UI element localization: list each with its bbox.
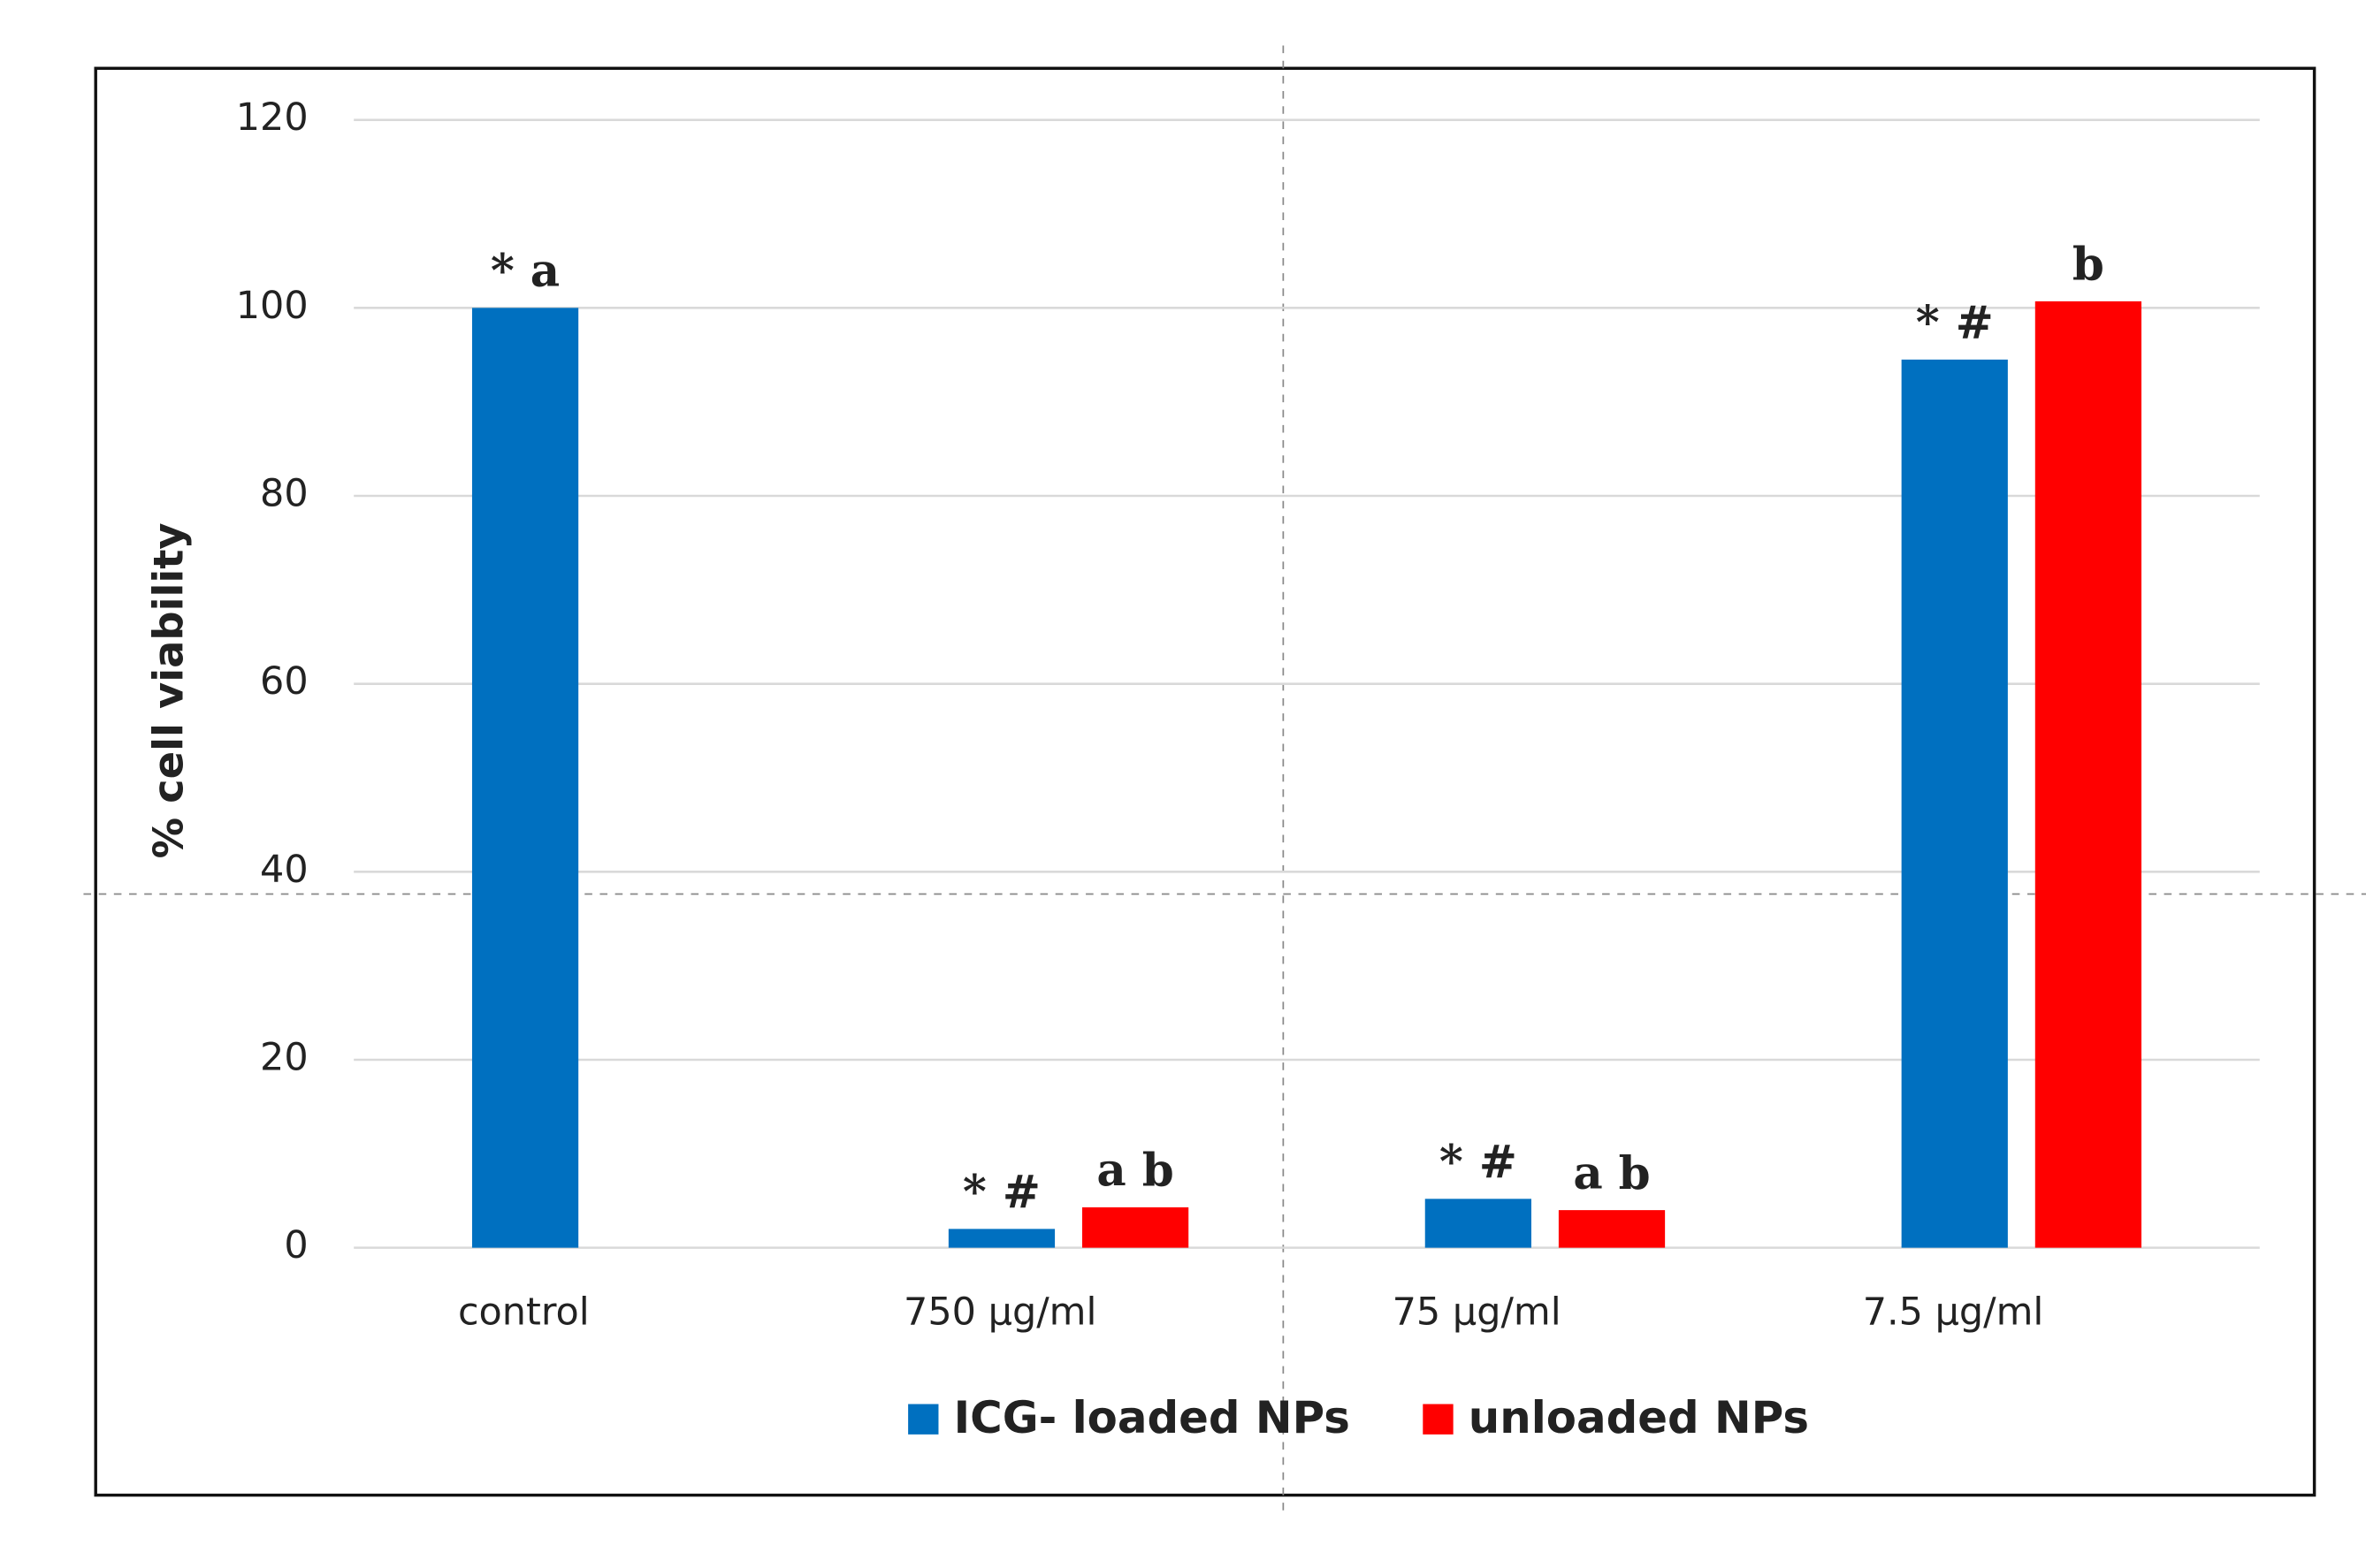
y-tick-label: 80	[260, 471, 309, 515]
x-tick-label: 75 µg/ml	[1393, 1290, 1561, 1335]
y-tick-label: 0	[284, 1223, 308, 1267]
y-tick-label: 40	[260, 848, 309, 892]
bar	[1424, 1199, 1531, 1248]
y-tick-label: 20	[260, 1035, 309, 1079]
legend-swatch	[1423, 1404, 1454, 1435]
bar-annotation: a b	[1573, 1147, 1650, 1200]
y-axis-title: % cell viability	[145, 522, 193, 858]
bar	[1558, 1210, 1666, 1248]
x-tick-label: 7.5 µg/ml	[1863, 1290, 2044, 1335]
y-tick-label: 120	[236, 95, 309, 140]
bar	[1901, 359, 2008, 1248]
bar-annotation: b	[2072, 239, 2104, 292]
y-tick-label: 60	[260, 659, 309, 704]
x-tick-label: control	[458, 1290, 590, 1335]
legend-label: ICG- loaded NPs	[954, 1392, 1350, 1443]
bar-annotation: * #	[1916, 297, 1994, 350]
bar-annotation: * a	[491, 245, 560, 298]
bar	[948, 1229, 1056, 1248]
legend-label: unloaded NPs	[1469, 1392, 1809, 1443]
legend-swatch	[908, 1404, 939, 1435]
y-tick-label: 100	[236, 284, 309, 328]
x-tick-label: 750 µg/ml	[904, 1290, 1096, 1335]
bar	[471, 308, 579, 1248]
bar-annotation: a b	[1096, 1145, 1173, 1198]
bar-annotation: * #	[963, 1166, 1041, 1219]
bar	[1081, 1206, 1189, 1248]
bar-annotation: * #	[1439, 1136, 1517, 1189]
bar	[2034, 301, 2142, 1248]
